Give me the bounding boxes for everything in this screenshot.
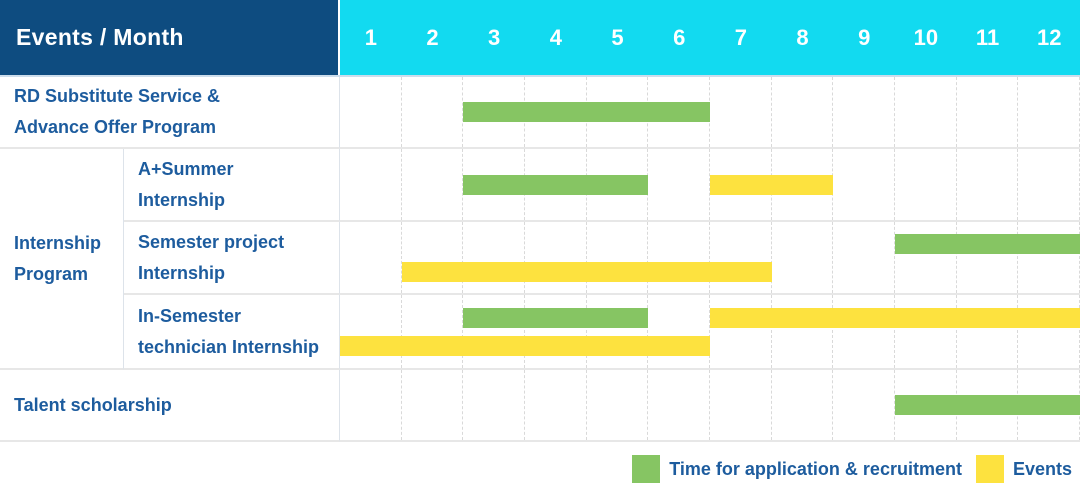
month-grid-cell [772,77,834,147]
month-header-cell: 10 [913,24,939,50]
month-grid-cell [648,295,711,368]
month-grid-cell [833,149,896,220]
application-recruitment-bar [895,233,1080,254]
month-header-cell: 2 [426,24,439,50]
month-grid-cell [710,222,772,293]
month-grid-cell [587,370,649,440]
application-recruitment-bar [463,102,710,122]
month-grid-cell [525,370,587,440]
events-bar [710,174,834,195]
application-recruitment-bar [463,174,649,195]
month-grid-cell [463,295,526,368]
month-grid-cell [772,295,834,368]
month-grid-cell [895,149,957,220]
row-label: In-Semester technician Internship [124,295,340,370]
row-timeline [340,149,1080,222]
row-timeline [340,222,1080,295]
row-timeline [340,295,1080,370]
legend-swatch-yellow [975,455,1004,483]
legend-label: Time for application & recruitment [669,458,962,479]
row-label: A+Summer Internship [124,149,340,222]
application-recruitment-bar [463,307,649,328]
legend-label: Events [1012,458,1072,479]
month-grid-cell [772,222,834,293]
month-grid-cell [710,77,772,147]
month-grid-cell [957,77,1019,147]
month-grid-cell [772,370,834,440]
month-header-cell: 5 [611,24,624,50]
month-grid-cell [1018,77,1080,147]
month-header-cell: 4 [549,24,562,50]
month-grid-cell [587,222,649,293]
month-header-cell: 1 [364,24,377,50]
legend-item-application: Time for application & recruitment [632,455,962,483]
corner-header-cell: Events / Month [0,0,340,75]
month-grid-cell [402,295,464,368]
month-header-cell: 12 [1036,24,1062,50]
events-bar [401,261,772,282]
month-grid-cell [525,295,587,368]
month-grid-cell [833,370,896,440]
month-grid-cell [710,370,772,440]
month-grid-cell [525,222,587,293]
month-grid-cell [895,295,957,368]
month-grid-cell [957,149,1019,220]
month-grid-cell [895,77,957,147]
month-header-cell: 11 [975,24,1000,50]
row-timeline [340,370,1080,442]
gantt-body: RD Substitute Service & Advance Offer Pr… [0,75,1080,442]
events-bar [340,335,710,356]
row-label: RD Substitute Service & Advance Offer Pr… [0,77,340,149]
month-grid-cell [648,370,711,440]
month-grid-cell [710,295,772,368]
events-bar [710,307,1080,328]
row-label: Semester project Internship [124,222,340,295]
month-header-cell: 7 [734,24,747,50]
group-label: Internship Program [0,149,124,370]
month-grid-cell [340,370,402,440]
month-header-cell: 6 [673,24,686,50]
month-grid-cell [402,222,464,293]
legend-item-events: Events [975,455,1072,483]
month-grid-cell [340,295,402,368]
month-header-row: 1 2 3 4 5 6 7 8 9 10 11 12 [340,0,1080,75]
month-grid-cell [402,149,464,220]
month-grid-cell [463,370,526,440]
month-header-cell: 9 [858,24,871,50]
legend: Time for application & recruitment Events [0,442,1080,496]
month-grid-cell [648,149,711,220]
month-grid-cell [587,295,649,368]
row-timeline [340,77,1080,149]
month-grid-cell [340,222,402,293]
month-grid-cell [648,222,711,293]
month-grid-cell [402,370,464,440]
month-grid-cell [833,77,896,147]
month-grid-cell [957,222,1019,293]
month-grid-cell [340,149,402,220]
month-grid-cell [463,222,526,293]
corner-header-label: Events / Month [16,24,184,50]
month-header-cell: 8 [796,24,809,50]
row-label: Talent scholarship [0,370,340,442]
month-grid-cell [833,222,896,293]
legend-swatch-green [632,455,661,483]
month-grid-cell [833,295,896,368]
month-grid-cell [402,77,464,147]
month-grid-cell [1018,149,1080,220]
month-grid-cell [895,222,957,293]
month-header-cell: 3 [488,24,501,50]
month-grid-cell [957,295,1019,368]
table-header: Events / Month 1 2 3 4 5 6 7 8 9 10 11 12 [0,0,1080,75]
month-grid-cell [340,77,402,147]
application-recruitment-bar [895,395,1080,415]
month-grid-cell [1018,295,1080,368]
